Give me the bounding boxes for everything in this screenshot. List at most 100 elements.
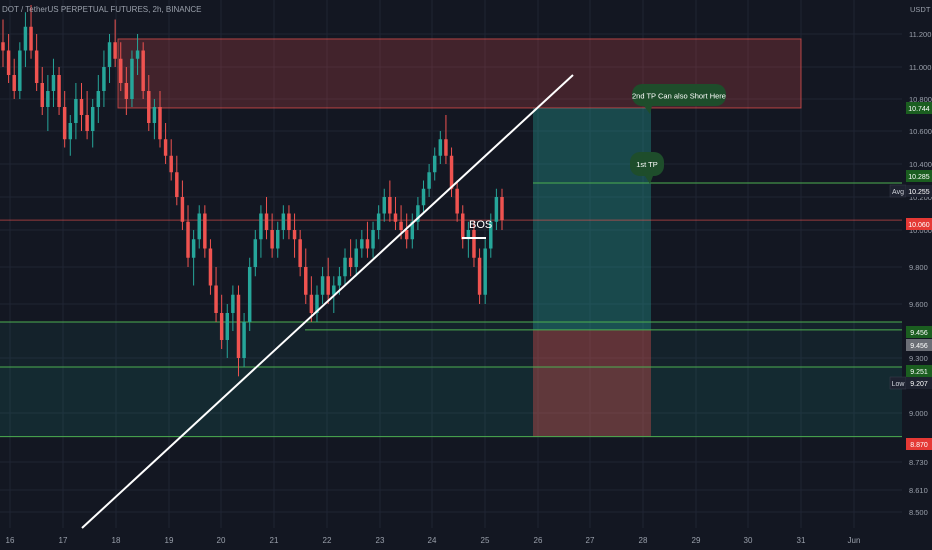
candle[interactable] — [236, 285, 241, 377]
candle[interactable] — [494, 188, 499, 230]
candle[interactable] — [326, 257, 330, 304]
candle[interactable] — [287, 205, 291, 240]
candle[interactable] — [292, 213, 297, 258]
candle[interactable] — [410, 213, 415, 249]
candle[interactable] — [483, 239, 487, 304]
candle[interactable] — [62, 91, 67, 148]
candle[interactable] — [270, 213, 274, 258]
candle[interactable] — [96, 75, 101, 123]
candle[interactable] — [141, 42, 145, 99]
candle[interactable] — [90, 99, 95, 148]
time-tick-label: 21 — [270, 536, 279, 545]
candle-body — [163, 139, 168, 156]
candle[interactable] — [242, 313, 246, 368]
candle[interactable] — [416, 197, 420, 230]
candle[interactable] — [343, 248, 347, 286]
candle[interactable] — [135, 34, 140, 75]
candle[interactable] — [57, 67, 61, 115]
candle[interactable] — [348, 239, 353, 277]
candle[interactable] — [253, 230, 258, 277]
candle[interactable] — [180, 180, 185, 231]
candle[interactable] — [404, 213, 409, 249]
candle[interactable] — [444, 115, 448, 164]
candle[interactable] — [477, 248, 482, 305]
position-profit-area[interactable] — [533, 107, 651, 330]
candle[interactable] — [393, 197, 398, 230]
candle[interactable] — [130, 50, 134, 108]
candle[interactable] — [354, 239, 358, 277]
candle[interactable] — [231, 285, 235, 332]
candle[interactable] — [85, 91, 89, 140]
candle[interactable] — [147, 75, 151, 131]
candle[interactable] — [158, 91, 162, 148]
position-loss-area[interactable] — [533, 329, 651, 437]
candle[interactable] — [320, 267, 325, 304]
candle[interactable] — [163, 123, 168, 164]
candle[interactable] — [12, 58, 16, 99]
callout-tp1[interactable]: 1st TP — [630, 152, 664, 184]
candle[interactable] — [6, 34, 11, 83]
candle[interactable] — [376, 205, 381, 240]
candle[interactable] — [197, 205, 201, 249]
candle[interactable] — [23, 12, 28, 67]
candle[interactable] — [449, 147, 454, 198]
candle[interactable] — [281, 205, 286, 240]
candle[interactable] — [247, 257, 252, 331]
candle[interactable] — [259, 205, 263, 258]
candle[interactable] — [175, 155, 179, 206]
candle-body — [74, 99, 78, 123]
candle[interactable] — [427, 164, 431, 197]
candle[interactable] — [365, 221, 370, 258]
candle[interactable] — [309, 276, 314, 322]
candle[interactable] — [124, 67, 129, 115]
candle[interactable] — [472, 221, 476, 267]
candle[interactable] — [68, 115, 73, 156]
demand-zone[interactable] — [0, 322, 902, 437]
candle[interactable] — [40, 67, 44, 115]
candle[interactable] — [34, 34, 39, 91]
trendline[interactable] — [81, 74, 574, 529]
candle[interactable] — [461, 205, 465, 249]
candle[interactable] — [360, 230, 364, 258]
candle[interactable] — [203, 205, 207, 258]
candle[interactable] — [298, 230, 302, 277]
candle[interactable] — [382, 188, 386, 222]
candle[interactable] — [74, 83, 78, 140]
candle[interactable] — [421, 180, 426, 214]
candle[interactable] — [107, 34, 112, 83]
price-tick-label: 10.600 — [909, 127, 932, 136]
candle[interactable] — [152, 99, 157, 140]
candle[interactable] — [29, 5, 33, 59]
candle[interactable] — [214, 267, 218, 322]
candle[interactable] — [432, 147, 437, 181]
candle-body — [500, 197, 504, 221]
candle[interactable] — [489, 213, 493, 258]
candle[interactable] — [208, 239, 213, 295]
candle[interactable] — [304, 248, 308, 305]
candle[interactable] — [219, 294, 224, 349]
candle[interactable] — [264, 197, 269, 240]
candle[interactable] — [371, 221, 375, 258]
candle[interactable] — [275, 221, 280, 258]
candle[interactable] — [46, 75, 50, 131]
candle[interactable] — [119, 42, 123, 91]
candle[interactable] — [500, 188, 504, 230]
candle[interactable] — [225, 304, 230, 358]
candle[interactable] — [113, 19, 117, 68]
candle[interactable] — [79, 83, 84, 131]
candle[interactable] — [191, 230, 196, 286]
candle[interactable] — [1, 19, 5, 68]
candle[interactable] — [186, 205, 190, 267]
callout-tp2[interactable]: 2nd TP Can also Short Here — [632, 84, 726, 114]
candle[interactable] — [455, 180, 459, 222]
candle[interactable] — [169, 139, 173, 181]
candle[interactable] — [466, 221, 471, 258]
candle[interactable] — [438, 131, 443, 164]
candle[interactable] — [388, 180, 392, 222]
candle[interactable] — [102, 50, 106, 108]
candle[interactable] — [18, 42, 22, 99]
candle[interactable] — [315, 285, 319, 323]
candle[interactable] — [51, 58, 56, 107]
